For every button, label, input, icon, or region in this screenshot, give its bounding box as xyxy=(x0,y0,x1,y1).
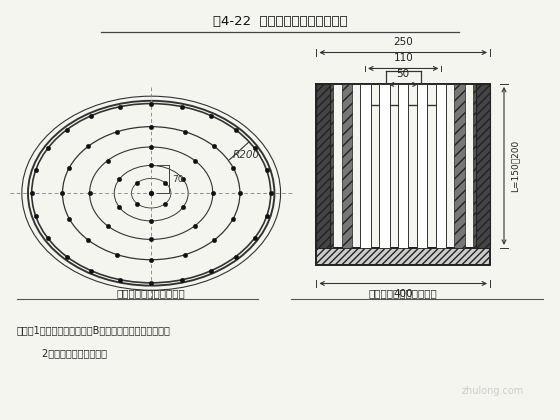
Bar xyxy=(316,248,490,265)
Text: L=150～200: L=150～200 xyxy=(511,140,520,192)
Bar xyxy=(398,84,408,248)
Text: 竖井开挖炮眼剖面布置图: 竖井开挖炮眼剖面布置图 xyxy=(369,288,437,298)
Text: 400: 400 xyxy=(393,289,413,299)
Text: R200: R200 xyxy=(232,150,259,160)
Text: 70: 70 xyxy=(172,175,184,184)
Text: 50: 50 xyxy=(396,69,410,79)
Bar xyxy=(323,84,333,248)
Bar xyxy=(316,84,330,248)
Bar xyxy=(379,84,390,248)
Text: 图4-22  竖井开挖炮眼平面布置图: 图4-22 竖井开挖炮眼平面布置图 xyxy=(213,15,347,28)
Bar xyxy=(417,84,427,248)
Text: zhulong.com: zhulong.com xyxy=(461,386,524,396)
Bar xyxy=(342,84,352,248)
Bar xyxy=(454,84,465,248)
Bar xyxy=(361,84,371,248)
Text: 说明：1、本图以设计图竖井B型开挖断面进行炮眼布置。: 说明：1、本图以设计图竖井B型开挖断面进行炮眼布置。 xyxy=(17,326,171,336)
Bar xyxy=(476,84,490,248)
Text: 竖井开挖炮眼平面布置图: 竖井开挖炮眼平面布置图 xyxy=(117,288,185,298)
Text: 2、本图尺寸以厘米计。: 2、本图尺寸以厘米计。 xyxy=(17,349,107,359)
Bar xyxy=(436,84,446,248)
Text: 110: 110 xyxy=(393,53,413,63)
Bar xyxy=(473,84,483,248)
Text: 250: 250 xyxy=(393,37,413,47)
